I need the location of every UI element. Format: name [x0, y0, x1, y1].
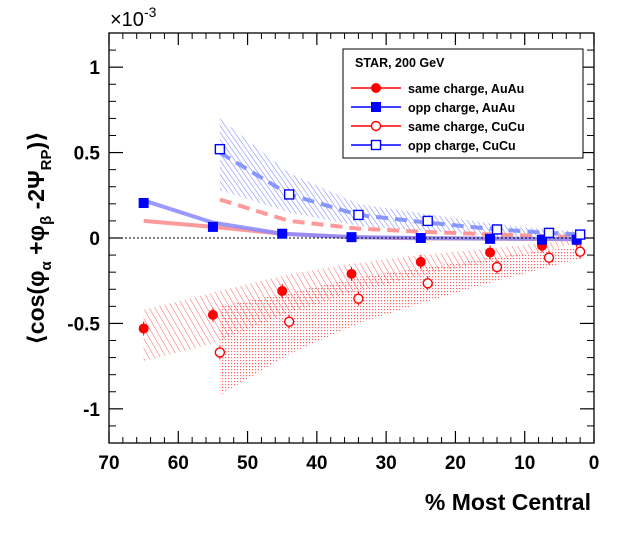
- x-tick-label: 10: [514, 453, 535, 474]
- axes: 70 60 50 40 30 20 10 0 1 0.5 0 -0.5 -1: [67, 32, 600, 474]
- y-tick-label: -1: [83, 400, 100, 421]
- y-scale-exponent: -3: [144, 4, 157, 20]
- x-axis-title: % Most Central: [425, 489, 591, 515]
- same-charge-cucu-point: [543, 252, 555, 263]
- same-charge-cucu-point: [353, 293, 364, 304]
- opp-charge-cucu-point: [283, 189, 295, 200]
- y-title-tail: -2Ψ: [23, 170, 49, 215]
- legend-header: STAR, 200 GeV: [355, 56, 445, 70]
- opp-charge-auau-point: [537, 234, 548, 245]
- opp-charge-cucu-point: [543, 227, 555, 239]
- data-points: [138, 143, 586, 360]
- x-tick-label: 60: [168, 453, 189, 474]
- opp-charge-auau-point: [277, 228, 288, 239]
- x-tick-label: 20: [445, 453, 466, 474]
- y-tick-label: -0.5: [67, 314, 100, 335]
- same-charge-auau-point: [485, 247, 496, 258]
- systematic-bands: [143, 118, 581, 396]
- opp-charge-cucu-point: [353, 209, 364, 221]
- y-title-sub-rp: RP: [38, 149, 55, 170]
- y-title-sub-beta: β: [38, 216, 55, 225]
- y-title-mid: +φ: [23, 225, 49, 261]
- legend-marker-filled-circle: [371, 83, 381, 93]
- x-tick-label: 50: [237, 453, 258, 474]
- same-charge-auau-point: [138, 323, 149, 334]
- opp-charge-auau-point: [346, 232, 357, 243]
- same-charge-cucu-point: [491, 261, 503, 273]
- x-tick-label: 40: [306, 453, 327, 474]
- legend-marker-filled-square: [371, 102, 381, 112]
- y-tick-label: 1: [89, 58, 100, 79]
- x-tick-label: 0: [589, 453, 600, 474]
- opp-charge-cucu-point: [491, 224, 503, 235]
- legend-marker-open-circle: [370, 120, 382, 132]
- same-charge-cucu-point: [574, 246, 586, 257]
- y-title-open: ⟨cos(φ: [23, 270, 49, 344]
- opp-charge-auau-point: [207, 221, 218, 232]
- x-tick-label: 30: [376, 453, 397, 474]
- legend-label: same charge, CuCu: [408, 120, 525, 134]
- same-charge-auau-point: [415, 256, 426, 267]
- legend-label: opp charge, AuAu: [408, 101, 515, 115]
- y-tick-label: 0.5: [74, 144, 101, 165]
- opp-charge-cucu-point: [574, 229, 586, 240]
- y-axis-title: ⟨cos(φα +φβ -2ΨRP)⟩: [23, 131, 55, 344]
- y-tick-label: 0: [89, 229, 100, 250]
- legend: STAR, 200 GeV same charge, AuAu opp charg…: [342, 48, 584, 159]
- x-tick-label: 70: [98, 453, 119, 474]
- band-0: [143, 238, 577, 361]
- opp-charge-auau-point: [138, 197, 149, 208]
- opp-charge-cucu-point: [214, 143, 226, 155]
- same-charge-auau-point: [346, 268, 357, 279]
- opp-charge-auau-point: [485, 233, 496, 244]
- opp-charge-auau-point: [415, 233, 426, 243]
- y-scale-label: ×10-3: [110, 4, 157, 31]
- legend-box: [342, 48, 584, 159]
- same-charge-cucu-point: [422, 278, 433, 289]
- same-charge-cucu-point: [283, 316, 295, 327]
- same-charge-auau-point: [277, 285, 288, 296]
- opp-charge-cucu-point: [422, 215, 433, 227]
- legend-marker-open-square: [370, 139, 382, 151]
- same-charge-cucu-point: [214, 347, 226, 358]
- legend-label: same charge, AuAu: [408, 82, 524, 96]
- y-scale-base: ×10: [110, 9, 144, 31]
- legend-entries: same charge, AuAu opp charge, AuAu same ch…: [351, 82, 525, 153]
- legend-label: opp charge, CuCu: [408, 139, 516, 153]
- y-title-close: )⟩: [23, 131, 49, 149]
- band-2: [219, 118, 581, 238]
- y-title-sub-alpha: α: [38, 260, 55, 270]
- same-charge-auau-point: [207, 309, 218, 320]
